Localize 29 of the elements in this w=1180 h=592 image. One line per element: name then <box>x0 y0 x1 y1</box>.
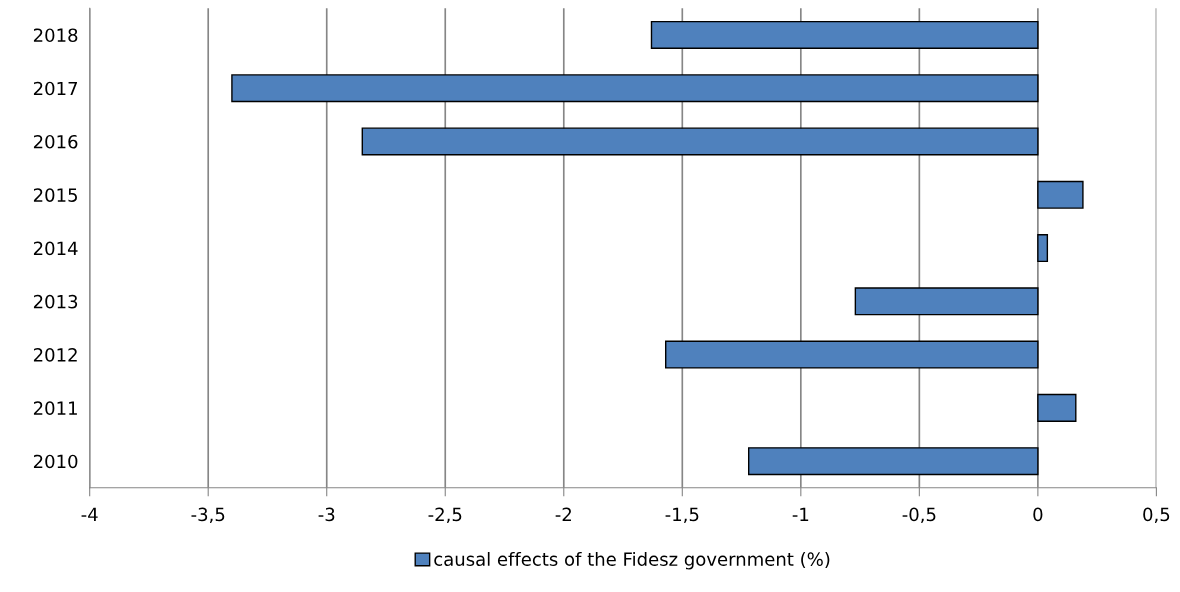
y-tick-label: 2011 <box>33 401 77 415</box>
x-tick-label: -3 <box>318 507 335 522</box>
bar <box>1037 180 1084 209</box>
x-tick-label: -4 <box>81 507 98 521</box>
y-tick-label: 2012 <box>33 348 77 362</box>
bar <box>650 20 1039 49</box>
y-tick-label: 2017 <box>33 81 78 96</box>
y-tick-label: 2015 <box>33 188 77 202</box>
y-tick-label: 2010 <box>33 454 78 469</box>
bar <box>1037 234 1049 263</box>
bar <box>231 74 1039 103</box>
x-tick-label: -1,5 <box>665 507 699 524</box>
x-tick-label: -0,5 <box>902 507 936 524</box>
bar <box>747 447 1039 476</box>
legend-label: causal effects of the Fidesz government (%) <box>434 552 830 570</box>
y-tick-label: 2014 <box>33 241 78 256</box>
y-tick-label: 2013 <box>33 294 78 309</box>
y-tick-label: 2016 <box>33 134 78 149</box>
x-tick-label: -2 <box>555 507 571 521</box>
bar <box>854 287 1039 316</box>
y-tick-label: 2018 <box>33 28 78 43</box>
bar <box>1037 393 1077 422</box>
x-tick-label: 0,5 <box>1143 507 1170 524</box>
x-tick-label: -1 <box>792 507 809 521</box>
x-tick-label: -3,5 <box>191 507 225 524</box>
x-tick-label: 0 <box>1033 507 1043 522</box>
bar <box>361 127 1039 156</box>
x-tick-label: -2,5 <box>428 507 462 524</box>
bar <box>665 340 1039 369</box>
